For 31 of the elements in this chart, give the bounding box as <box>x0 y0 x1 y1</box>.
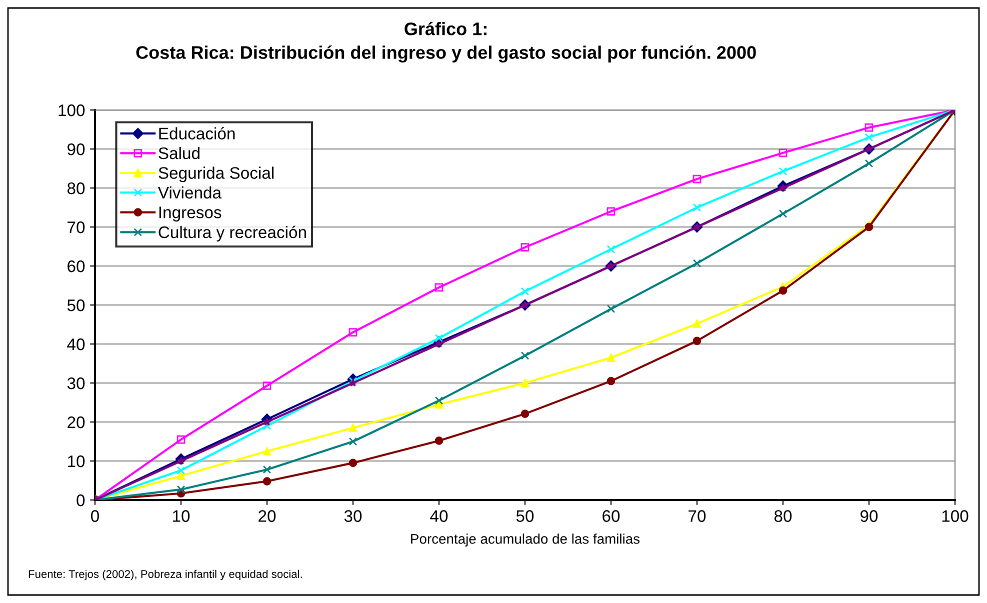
source-note: Fuente: Trejos (2002), Pobreza infantil y equidad social. <box>28 570 302 580</box>
legend-label: Vivienda <box>158 186 222 199</box>
x-axis-title: Porcentaje acumulado de las familias <box>411 534 640 547</box>
chart-title: Gráfico 1: Costa Rica: Distribución del ingreso y del gasto social por función. 2000 <box>136 22 756 63</box>
y-tick-label: 0 <box>76 494 85 506</box>
y-tick-label: 30 <box>67 377 85 390</box>
y-tick-label: 80 <box>67 182 85 194</box>
y-tick-label: 90 <box>68 143 85 156</box>
x-tick-label: 60 <box>602 510 620 522</box>
x-tick-label: 70 <box>688 510 706 522</box>
y-tick-label: 50 <box>67 299 85 312</box>
x-tick-label: 30 <box>344 510 362 522</box>
y-tick-label: 20 <box>68 416 85 428</box>
y-tick-label: 70 <box>68 221 85 234</box>
x-tick-label: 20 <box>258 510 276 522</box>
x-tick-label: 10 <box>173 510 190 522</box>
legend-label: Cultura y recreación <box>158 226 306 242</box>
legend-label: Segurida Social <box>158 166 274 182</box>
x-tick-label: 80 <box>774 510 792 522</box>
x-tick-label: 0 <box>91 510 99 522</box>
legend-label: Salud <box>158 146 200 160</box>
legend-label: Ingresos <box>159 206 222 222</box>
x-tick-label: 50 <box>516 510 534 522</box>
y-tick-label: 10 <box>68 455 85 468</box>
y-tick-label: 100 <box>58 104 85 116</box>
y-tick-label: 40 <box>67 338 85 350</box>
y-tick-label: 60 <box>68 260 85 272</box>
x-tick-label: 100 <box>942 510 968 522</box>
legend-label: Educación <box>159 127 235 140</box>
x-tick-label: 40 <box>430 510 448 522</box>
x-tick-label: 90 <box>860 510 878 522</box>
